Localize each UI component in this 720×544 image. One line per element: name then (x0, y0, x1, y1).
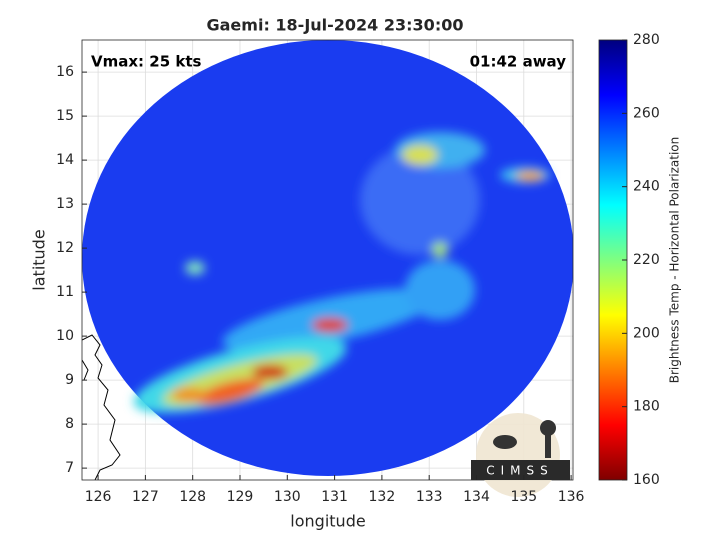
colorbar-tick-label: 180 (633, 399, 660, 415)
plot-frame (81, 39, 574, 481)
x-tick-label: 130 (274, 489, 301, 505)
x-tick-label: 133 (416, 489, 443, 505)
colorbar-tick-label: 160 (633, 472, 660, 488)
y-tick-label: 13 (56, 196, 74, 212)
x-tick-label: 127 (132, 489, 159, 505)
y-tick-label: 16 (56, 64, 74, 80)
annotation-right: 01:42 away (470, 53, 567, 71)
logo-text: CIMSS (486, 464, 554, 478)
y-tick-label: 7 (65, 460, 74, 476)
y-tick-label: 9 (65, 372, 74, 388)
x-tick-label: 134 (463, 489, 490, 505)
y-tick-label: 11 (56, 284, 74, 300)
x-tick-label: 128 (179, 489, 206, 505)
logo: CIMSS (471, 413, 570, 497)
coastline (82, 334, 121, 480)
y-tick-label: 14 (56, 152, 74, 168)
y-tick-label: 15 (56, 108, 74, 124)
y-tick-label: 8 (65, 416, 74, 432)
colorbar-tick-label: 220 (633, 252, 660, 268)
y-tick-label: 12 (56, 240, 74, 256)
x-tick-label: 135 (510, 489, 537, 505)
x-tick-label: 131 (321, 489, 348, 505)
x-tick-label: 132 (369, 489, 396, 505)
satellite-image (82, 40, 573, 480)
rain-features (133, 132, 550, 413)
x-axis-label: longitude (290, 512, 365, 531)
colorbar-tick-label: 200 (633, 325, 660, 341)
colorbar-tick-label: 240 (633, 179, 660, 195)
x-tick-label: 136 (558, 489, 585, 505)
title: Gaemi: 18-Jul-2024 23:30:00 (207, 16, 464, 35)
x-tick-label: 126 (85, 489, 112, 505)
colorbar-tick-label: 280 (633, 32, 660, 48)
colorbar-tick-label: 260 (633, 105, 660, 121)
y-tick-label: 10 (56, 328, 74, 344)
colorbar-label: Brightness Temp - Horizontal Polarizatio… (668, 137, 682, 384)
x-tick-label: 129 (227, 489, 254, 505)
annotation-left: Vmax: 25 kts (91, 53, 201, 71)
y-axis-label: latitude (30, 229, 49, 290)
